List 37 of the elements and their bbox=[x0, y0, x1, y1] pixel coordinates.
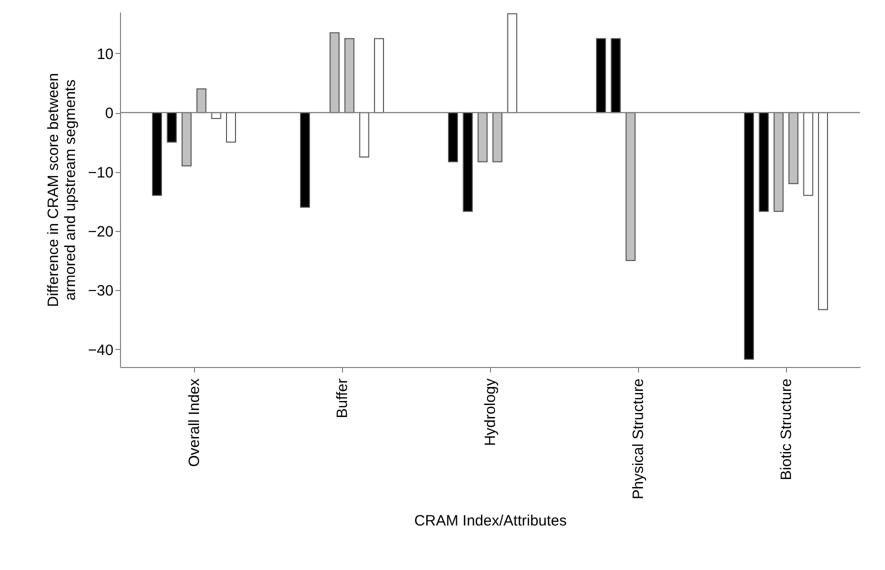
bar bbox=[152, 112, 162, 196]
y-axis-title: Difference in CRAM score between armored and upstream segments bbox=[45, 73, 80, 307]
bar bbox=[774, 112, 784, 212]
y-tick-label: −30 bbox=[88, 282, 114, 300]
bar bbox=[330, 32, 340, 114]
x-tick-label: Physical Structure bbox=[630, 378, 647, 500]
y-tick-label: −40 bbox=[88, 342, 114, 359]
bar bbox=[610, 38, 621, 114]
x-axis-title: CRAM Index/Attributes bbox=[414, 512, 567, 530]
x-tick-label: Buffer bbox=[334, 378, 351, 418]
bar bbox=[300, 112, 310, 208]
bar bbox=[344, 38, 354, 114]
bar bbox=[226, 112, 236, 143]
x-tick-label: Hydrology bbox=[482, 378, 499, 446]
bar bbox=[758, 112, 769, 212]
x-tick-label: Overall Index bbox=[186, 378, 203, 467]
y-tick-label: −20 bbox=[88, 223, 114, 240]
y-tick-label: 10 bbox=[96, 46, 114, 63]
bar bbox=[803, 112, 814, 196]
bar bbox=[166, 112, 177, 143]
bar bbox=[462, 112, 473, 212]
bar bbox=[448, 112, 458, 162]
bar bbox=[478, 112, 488, 162]
bar bbox=[626, 112, 636, 261]
x-tick-label: Biotic Structure bbox=[778, 378, 795, 480]
y-tick-label: −10 bbox=[88, 164, 114, 182]
bar bbox=[196, 88, 206, 114]
y-tick-label: 0 bbox=[105, 105, 114, 122]
bar bbox=[596, 38, 606, 114]
bar bbox=[507, 13, 518, 114]
bar bbox=[359, 112, 370, 158]
bar bbox=[492, 112, 502, 162]
bar bbox=[818, 112, 828, 310]
bar bbox=[182, 112, 192, 166]
bar bbox=[374, 38, 384, 114]
bar bbox=[744, 112, 754, 360]
bar bbox=[788, 112, 798, 184]
